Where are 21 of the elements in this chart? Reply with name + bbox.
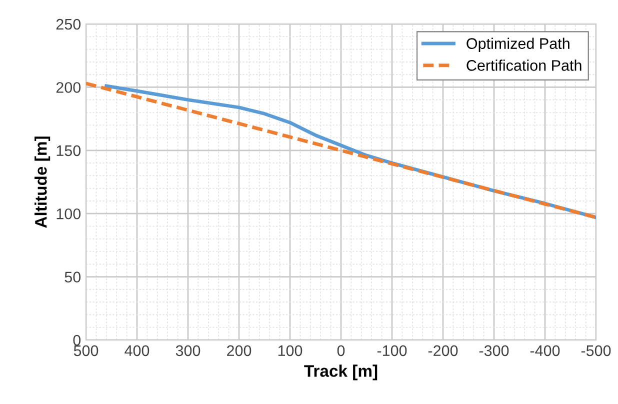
y-tick-label: 50 (64, 272, 81, 282)
x-tick-label: -400 (530, 345, 560, 356)
y-tick-label: 150 (56, 145, 81, 156)
legend-label: Optimized Path (466, 38, 570, 52)
x-tick-label: -100 (377, 345, 407, 356)
x-tick-label: 0 (337, 345, 345, 356)
x-tick-label: 100 (278, 345, 302, 356)
x-tick-label: 500 (74, 345, 98, 356)
x-tick-label: -200 (428, 345, 458, 356)
x-tick-label: 300 (176, 345, 200, 356)
y-tick-label: 250 (56, 18, 81, 30)
x-tick-label: -500 (581, 345, 611, 356)
x-tick-label: -300 (479, 345, 509, 356)
y-axis-title: Altitude [m] (34, 136, 50, 228)
legend-label: Certification Path (466, 60, 582, 71)
x-axis-title: Track [m] (304, 364, 378, 380)
y-tick-label: 0 (73, 334, 81, 346)
x-tick-label: 200 (227, 345, 252, 356)
y-tick-label: 100 (56, 208, 81, 220)
y-tick-label: 200 (56, 82, 81, 93)
x-tick-label: 400 (124, 345, 150, 356)
